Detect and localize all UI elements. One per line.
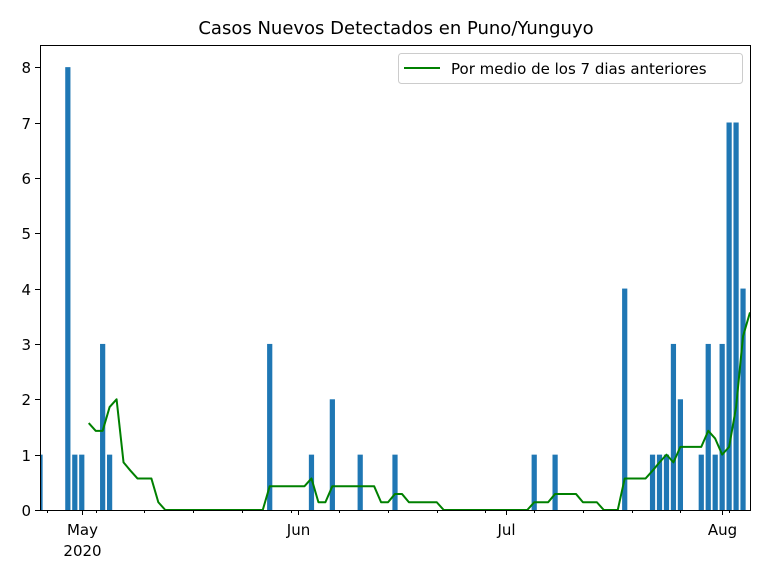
bar [705, 343, 711, 510]
bar [329, 399, 335, 510]
y-tick-label: 8 [21, 59, 31, 77]
bar [726, 122, 732, 510]
y-tick-label: 5 [21, 225, 31, 243]
y-tick-label: 2 [21, 391, 31, 409]
y-tick-label: 0 [21, 502, 31, 520]
x-tick-year-label: 2020 [63, 542, 101, 560]
bar [40, 454, 43, 510]
bar [740, 288, 746, 510]
bar [106, 454, 113, 510]
x-axis: May 2020 Jun Jul Aug [47, 510, 737, 560]
bar [72, 454, 78, 510]
bar [698, 454, 704, 510]
legend-box [398, 53, 743, 84]
x-tick-label: May [67, 521, 98, 539]
y-axis: 0 1 2 3 4 5 6 7 8 [21, 59, 40, 520]
bar [663, 454, 670, 510]
bar [677, 399, 684, 510]
x-tick-label: Jul [496, 521, 515, 539]
bar [670, 343, 677, 510]
bar [719, 343, 725, 510]
bar [65, 67, 71, 511]
bar [733, 122, 739, 510]
bar [552, 454, 558, 510]
plot-frame [40, 45, 751, 511]
bar [357, 454, 363, 510]
bar [267, 343, 273, 510]
legend-label: Por medio de los 7 dias anteriores [451, 60, 707, 78]
y-tick-label: 6 [21, 170, 31, 188]
bar [100, 343, 106, 510]
y-tick-label: 3 [21, 336, 31, 354]
y-tick-label: 4 [21, 281, 31, 299]
y-tick-label: 7 [21, 115, 31, 133]
x-tick-label: Aug [708, 521, 737, 539]
bar [79, 454, 85, 510]
bar [308, 454, 315, 510]
bar [622, 288, 628, 510]
bar [712, 454, 718, 510]
bar [531, 454, 537, 510]
bar [656, 454, 663, 510]
legend: Por medio de los 7 dias anteriores [398, 53, 743, 84]
bar [392, 454, 398, 510]
bar-series [40, 67, 746, 511]
x-tick-label: Jun [286, 521, 310, 539]
bar [649, 454, 656, 510]
y-tick-label: 1 [21, 447, 31, 465]
chart-title: Casos Nuevos Detectados en Puno/Yunguyo [198, 18, 593, 39]
